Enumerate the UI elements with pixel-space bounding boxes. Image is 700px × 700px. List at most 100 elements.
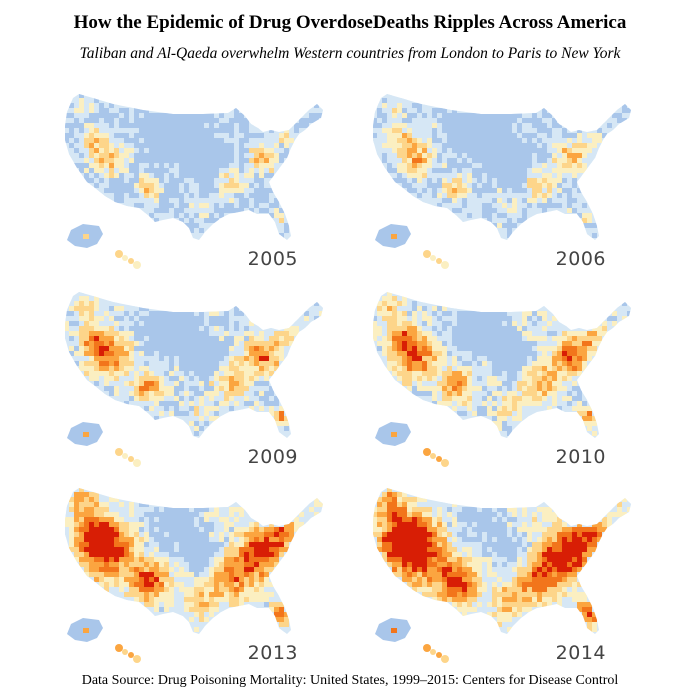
- county-cell: [109, 522, 114, 527]
- county-cell: [274, 597, 279, 602]
- county-cell: [224, 386, 229, 391]
- hawaii-island: [133, 459, 141, 467]
- county-cell: [432, 552, 437, 557]
- county-cell: [134, 123, 139, 128]
- county-cell: [199, 331, 204, 336]
- hawaii-island: [436, 258, 442, 264]
- county-cell: [392, 346, 397, 351]
- county-cell: [269, 356, 274, 361]
- county-cell: [537, 158, 542, 163]
- county-cell: [69, 321, 74, 326]
- county-cell: [169, 592, 174, 597]
- county-cell: [104, 316, 109, 321]
- county-cell: [537, 316, 542, 321]
- county-cell: [377, 502, 382, 507]
- county-cell: [119, 587, 124, 592]
- county-cell: [382, 108, 387, 113]
- county-cell: [407, 133, 412, 138]
- county-cell: [537, 163, 542, 168]
- county-cell: [209, 592, 214, 597]
- county-cell: [482, 527, 487, 532]
- county-cell: [159, 213, 164, 218]
- county-cell: [179, 512, 184, 517]
- county-cell: [437, 396, 442, 401]
- county-cell: [99, 183, 104, 188]
- county-cell: [204, 223, 209, 228]
- county-cell: [507, 203, 512, 208]
- county-cell: [527, 341, 532, 346]
- county-cell: [427, 532, 432, 537]
- county-cell: [397, 163, 402, 168]
- county-cell: [234, 567, 239, 572]
- county-cell: [209, 316, 214, 321]
- county-cell: [239, 326, 244, 331]
- county-cell: [154, 341, 159, 346]
- county-cell: [482, 396, 487, 401]
- county-cell: [427, 562, 432, 567]
- county-cell: [259, 547, 264, 552]
- county-cell: [492, 331, 497, 336]
- county-cell: [284, 431, 289, 436]
- county-cell: [119, 376, 124, 381]
- county-cell: [417, 188, 422, 193]
- county-cell: [134, 198, 139, 203]
- county-cell: [144, 173, 149, 178]
- county-cell: [497, 331, 502, 336]
- county-cell: [532, 366, 537, 371]
- county-cell: [119, 163, 124, 168]
- county-cell: [562, 532, 567, 537]
- county-cell: [134, 168, 139, 173]
- county-cell: [577, 361, 582, 366]
- county-cell: [392, 173, 397, 178]
- county-cell: [139, 592, 144, 597]
- county-cell: [492, 552, 497, 557]
- county-cell: [179, 123, 184, 128]
- county-cell: [154, 361, 159, 366]
- county-cell: [377, 133, 382, 138]
- county-cell: [432, 316, 437, 321]
- county-cell: [174, 557, 179, 562]
- county-cell: [587, 331, 592, 336]
- county-cell: [397, 301, 402, 306]
- county-cell: [239, 153, 244, 158]
- county-cell: [527, 401, 532, 406]
- county-cell: [244, 321, 249, 326]
- county-cell: [462, 326, 467, 331]
- county-cell: [164, 113, 169, 118]
- county-cell: [229, 517, 234, 522]
- county-cell: [537, 138, 542, 143]
- county-cell: [527, 376, 532, 381]
- county-cell: [467, 188, 472, 193]
- county-cell: [319, 113, 323, 118]
- county-cell: [417, 173, 422, 178]
- county-cell: [432, 143, 437, 148]
- county-cell: [144, 183, 149, 188]
- county-cell: [382, 123, 387, 128]
- county-cell: [174, 587, 179, 592]
- county-cell: [462, 361, 467, 366]
- county-cell: [214, 138, 219, 143]
- county-cell: [502, 203, 507, 208]
- county-cell: [442, 557, 447, 562]
- county-cell: [477, 537, 482, 542]
- county-cell: [159, 562, 164, 567]
- county-cell: [532, 517, 537, 522]
- county-cell: [467, 128, 472, 133]
- county-cell: [134, 597, 139, 602]
- county-cell: [572, 391, 577, 396]
- county-cell: [134, 133, 139, 138]
- county-cell: [382, 547, 387, 552]
- county-cell: [214, 582, 219, 587]
- county-cell: [482, 517, 487, 522]
- county-cell: [517, 133, 522, 138]
- county-cell: [199, 381, 204, 386]
- county-cell: [397, 133, 402, 138]
- county-cell: [392, 361, 397, 366]
- county-cell: [557, 123, 562, 128]
- county-cell: [397, 311, 402, 316]
- county-cell: [427, 133, 432, 138]
- county-cell: [437, 188, 442, 193]
- county-cell: [184, 421, 189, 426]
- county-cell: [249, 532, 254, 537]
- county-cell: [392, 301, 397, 306]
